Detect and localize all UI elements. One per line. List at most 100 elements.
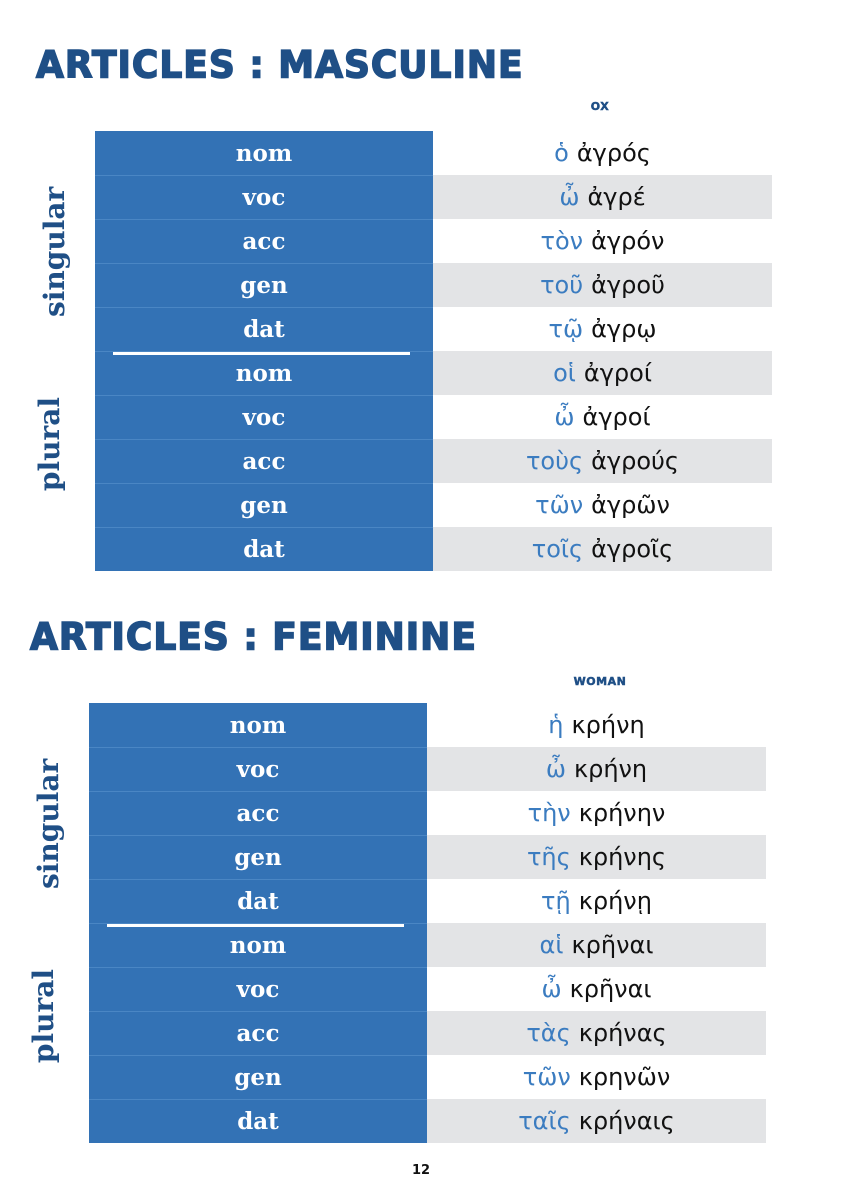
table-row: gen τῆς κρήνης (89, 835, 766, 879)
table-row: nom αἱ κρῆναι (89, 923, 766, 967)
feminine-heading: Articles : Feminine (29, 615, 477, 660)
feminine-declension-table: nom ἡ κρήνη voc ὦ κρήνη acc τὴν κρήνην gen τῆς κρήν… (89, 703, 766, 1143)
noun-form: κρήνη (573, 755, 648, 783)
article-form: ὦ (545, 755, 566, 783)
case-cell: acc (95, 439, 433, 483)
form-cell: αἱ κρῆναι (427, 923, 766, 967)
noun-form: ἀγροῖς (591, 535, 674, 563)
table-row: voc ὦ κρήνη (89, 747, 766, 791)
form-cell: ταῖς κρήναις (427, 1099, 766, 1143)
case-cell: dat (95, 527, 433, 571)
table-row: dat τῷ ἀγρῳ (95, 307, 772, 351)
case-cell: nom (95, 351, 433, 395)
table-row: acc τοὺς ἀγρούς (95, 439, 772, 483)
table-row: dat τῇ κρήνῃ (89, 879, 766, 923)
article-form: ὦ (559, 183, 580, 211)
article-form: τὸν (540, 227, 584, 255)
noun-form: κρήνας (578, 1019, 667, 1047)
masculine-plural-label: plural (33, 396, 66, 492)
case-cell: gen (95, 263, 433, 307)
table-row: acc τὸν ἀγρόν (95, 219, 772, 263)
article-form: τοὺς (525, 447, 584, 475)
article-form: ταῖς (518, 1107, 571, 1135)
article-form: ὦ (554, 403, 575, 431)
form-cell: τῇ κρήνῃ (427, 879, 766, 923)
case-cell: nom (95, 131, 433, 175)
case-cell: dat (89, 1099, 427, 1143)
noun-form: κρῆναι (569, 975, 652, 1003)
form-cell: ὦ κρήνη (427, 747, 766, 791)
case-cell: gen (89, 1055, 427, 1099)
article-form: ὁ (554, 139, 569, 167)
case-cell: voc (95, 395, 433, 439)
case-cell: voc (89, 747, 427, 791)
masculine-singular-label: singular (38, 186, 71, 317)
table-row: gen τοῦ ἀγροῦ (95, 263, 772, 307)
form-cell: τῶν ἀγρῶν (433, 483, 772, 527)
article-form: τοῖς (531, 535, 584, 563)
article-form: τῶν (535, 491, 584, 519)
table-row: gen τῶν ἀγρῶν (95, 483, 772, 527)
masculine-singular-plural-divider (113, 352, 410, 355)
table-row: voc ὦ ἀγρέ (95, 175, 772, 219)
table-row: gen τῶν κρηνῶν (89, 1055, 766, 1099)
form-cell: ὁ ἀγρός (433, 131, 772, 175)
table-row: acc τὴν κρήνην (89, 791, 766, 835)
form-cell: ὦ ἀγροί (433, 395, 772, 439)
form-cell: ὦ κρῆναι (427, 967, 766, 1011)
article-form: ὦ (541, 975, 562, 1003)
case-cell: nom (89, 703, 427, 747)
noun-form: κρήναις (578, 1107, 675, 1135)
noun-form: ἀγρῶν (591, 491, 670, 519)
form-cell: οἱ ἀγροί (433, 351, 772, 395)
table-row: acc τὰς κρήνας (89, 1011, 766, 1055)
form-cell: τοῦ ἀγροῦ (433, 263, 772, 307)
case-cell: dat (95, 307, 433, 351)
article-form: τῆς (526, 843, 571, 871)
table-row: dat τοῖς ἀγροῖς (95, 527, 772, 571)
form-cell: ὦ ἀγρέ (433, 175, 772, 219)
noun-form: ἀγροί (583, 359, 652, 387)
form-cell: τοὺς ἀγρούς (433, 439, 772, 483)
article-form: τὰς (526, 1019, 571, 1047)
case-cell: acc (89, 1011, 427, 1055)
noun-form: κρῆναι (571, 931, 654, 959)
noun-form: ἀγρός (576, 139, 651, 167)
form-cell: τὸν ἀγρόν (433, 219, 772, 263)
article-form: αἱ (539, 931, 564, 959)
article-form: τὴν (527, 799, 571, 827)
table-row: voc ὦ κρῆναι (89, 967, 766, 1011)
article-form: τῷ (548, 315, 584, 343)
form-cell: τῶν κρηνῶν (427, 1055, 766, 1099)
form-cell: τὰς κρήνας (427, 1011, 766, 1055)
case-cell: nom (89, 923, 427, 967)
article-form: οἱ (553, 359, 576, 387)
article-form: τῶν (522, 1063, 571, 1091)
case-cell: acc (95, 219, 433, 263)
case-cell: gen (89, 835, 427, 879)
noun-form: ἀγρῳ (591, 315, 657, 343)
case-cell: voc (89, 967, 427, 1011)
noun-form: κρηνῶν (578, 1063, 671, 1091)
feminine-singular-plural-divider (107, 924, 404, 927)
feminine-singular-label: singular (32, 758, 65, 889)
case-cell: gen (95, 483, 433, 527)
noun-form: ἀγροῦ (591, 271, 665, 299)
case-cell: dat (89, 879, 427, 923)
masculine-word-label: ox (590, 100, 610, 114)
table-row: voc ὦ ἀγροί (95, 395, 772, 439)
feminine-word-label: woman (573, 675, 627, 689)
noun-form: ἀγρούς (591, 447, 680, 475)
form-cell: τὴν κρήνην (427, 791, 766, 835)
table-row: nom ἡ κρήνη (89, 703, 766, 747)
form-cell: τοῖς ἀγροῖς (433, 527, 772, 571)
article-form: τῇ (541, 887, 571, 915)
noun-form: ἀγρόν (591, 227, 665, 255)
page-number: 12 (411, 1163, 431, 1178)
noun-form: ἀγρέ (587, 183, 646, 211)
case-cell: acc (89, 791, 427, 835)
case-cell: voc (95, 175, 433, 219)
noun-form: κρήνης (578, 843, 667, 871)
feminine-plural-label: plural (27, 968, 60, 1064)
masculine-declension-table: nom ὁ ἀγρός voc ὦ ἀγρέ acc τὸν ἀγρόν gen τοῦ ἀγροῦ d… (95, 131, 772, 571)
